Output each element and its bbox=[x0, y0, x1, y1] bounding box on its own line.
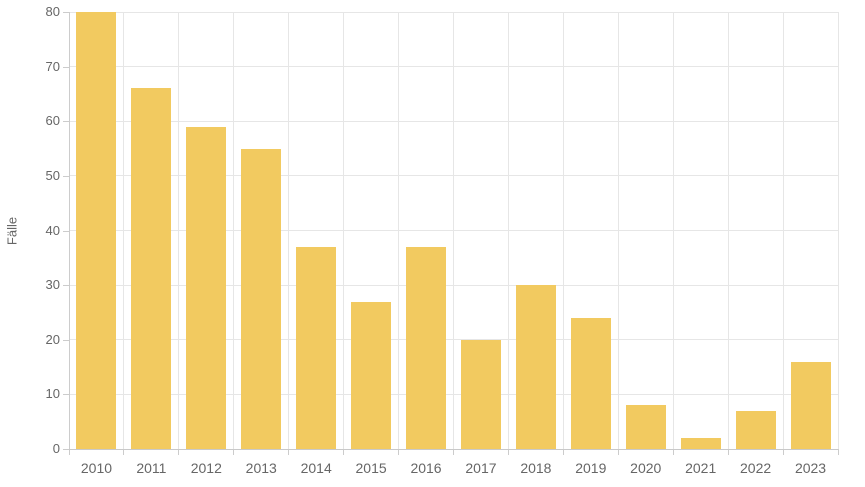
x-tick-mark bbox=[562, 449, 564, 455]
bar-2010[interactable] bbox=[76, 12, 117, 449]
y-tick-label: 30 bbox=[45, 277, 60, 293]
x-tick-label-2011: 2011 bbox=[136, 460, 167, 476]
x-tick-mark bbox=[398, 449, 400, 455]
x-tick-mark bbox=[288, 449, 290, 455]
bar-2015[interactable] bbox=[351, 301, 392, 449]
x-gridline bbox=[178, 12, 180, 449]
x-tick-label-2019: 2019 bbox=[575, 460, 607, 476]
bar-2020[interactable] bbox=[625, 405, 666, 449]
x-gridline bbox=[617, 12, 619, 449]
y-tick-label: 40 bbox=[45, 222, 60, 238]
x-tick-label-2018: 2018 bbox=[520, 460, 552, 476]
x-tick-mark bbox=[123, 449, 125, 455]
x-tick-label-2021: 2021 bbox=[685, 460, 717, 476]
bar-2018[interactable] bbox=[515, 285, 556, 449]
y-tick-mark bbox=[63, 230, 69, 232]
x-tick-mark bbox=[68, 449, 70, 455]
x-tick-label-2012: 2012 bbox=[190, 460, 222, 476]
x-tick-label-2016: 2016 bbox=[410, 460, 442, 476]
x-tick-mark bbox=[453, 449, 454, 455]
x-gridline bbox=[507, 12, 509, 449]
y-tick-label: 70 bbox=[45, 58, 60, 74]
bar-2022[interactable] bbox=[735, 410, 776, 449]
y-tick-mark bbox=[63, 66, 69, 68]
bar-2023[interactable] bbox=[790, 361, 831, 449]
x-tick-mark bbox=[837, 449, 839, 455]
x-tick-mark bbox=[233, 449, 235, 455]
y-tick-mark bbox=[63, 12, 69, 13]
bar-2011[interactable] bbox=[131, 88, 172, 449]
x-tick-label-2014: 2014 bbox=[300, 460, 332, 476]
x-gridline bbox=[782, 12, 784, 449]
x-tick-mark bbox=[617, 449, 619, 455]
x-gridline bbox=[123, 12, 125, 449]
y-axis-line bbox=[69, 12, 70, 449]
x-gridline bbox=[727, 12, 729, 449]
plot-area bbox=[69, 11, 839, 450]
bar-2016[interactable] bbox=[406, 246, 447, 449]
x-tick-label-2010: 2010 bbox=[80, 460, 113, 476]
y-tick-mark bbox=[63, 394, 69, 396]
y-tick-mark bbox=[63, 449, 69, 450]
x-tick-mark bbox=[178, 449, 180, 455]
y-tick-mark bbox=[63, 121, 69, 123]
bar-2013[interactable] bbox=[241, 148, 282, 449]
x-gridline bbox=[837, 12, 839, 449]
y-tick-label: 60 bbox=[45, 113, 60, 129]
bar-2021[interactable] bbox=[680, 438, 721, 449]
x-tick-mark bbox=[343, 449, 345, 455]
y-tick-mark bbox=[63, 175, 69, 177]
y-tick-label: 10 bbox=[45, 386, 60, 402]
x-axis-line bbox=[69, 449, 838, 450]
x-gridline bbox=[233, 12, 235, 449]
x-tick-mark bbox=[507, 449, 509, 455]
x-tick-label-2022: 2022 bbox=[740, 460, 772, 476]
x-tick-mark bbox=[727, 449, 729, 455]
x-gridline bbox=[562, 12, 564, 449]
x-tick-label-2023: 2023 bbox=[794, 460, 827, 476]
y-tick-label: 80 bbox=[45, 4, 60, 19]
y-tick-mark bbox=[63, 285, 69, 287]
bar-2014[interactable] bbox=[296, 246, 337, 449]
x-gridline bbox=[453, 12, 454, 449]
y-tick-label: 20 bbox=[45, 331, 60, 347]
x-gridline bbox=[343, 12, 345, 449]
bar-2017[interactable] bbox=[460, 339, 501, 449]
y-tick-mark bbox=[63, 339, 69, 341]
x-tick-label-2013: 2013 bbox=[245, 460, 277, 476]
x-tick-mark bbox=[672, 449, 674, 455]
x-gridline bbox=[398, 12, 400, 449]
x-tick-label-2020: 2020 bbox=[630, 460, 662, 476]
bar-2012[interactable] bbox=[186, 126, 227, 449]
x-tick-label-2015: 2015 bbox=[355, 460, 387, 476]
x-tick-label-2017: 2017 bbox=[465, 460, 497, 476]
bar-2019[interactable] bbox=[570, 317, 611, 449]
x-gridline bbox=[672, 12, 674, 449]
y-tick-label: 0 bbox=[52, 441, 60, 456]
x-tick-mark bbox=[782, 449, 784, 455]
x-gridline bbox=[288, 12, 290, 449]
y-tick-label: 50 bbox=[45, 167, 60, 183]
